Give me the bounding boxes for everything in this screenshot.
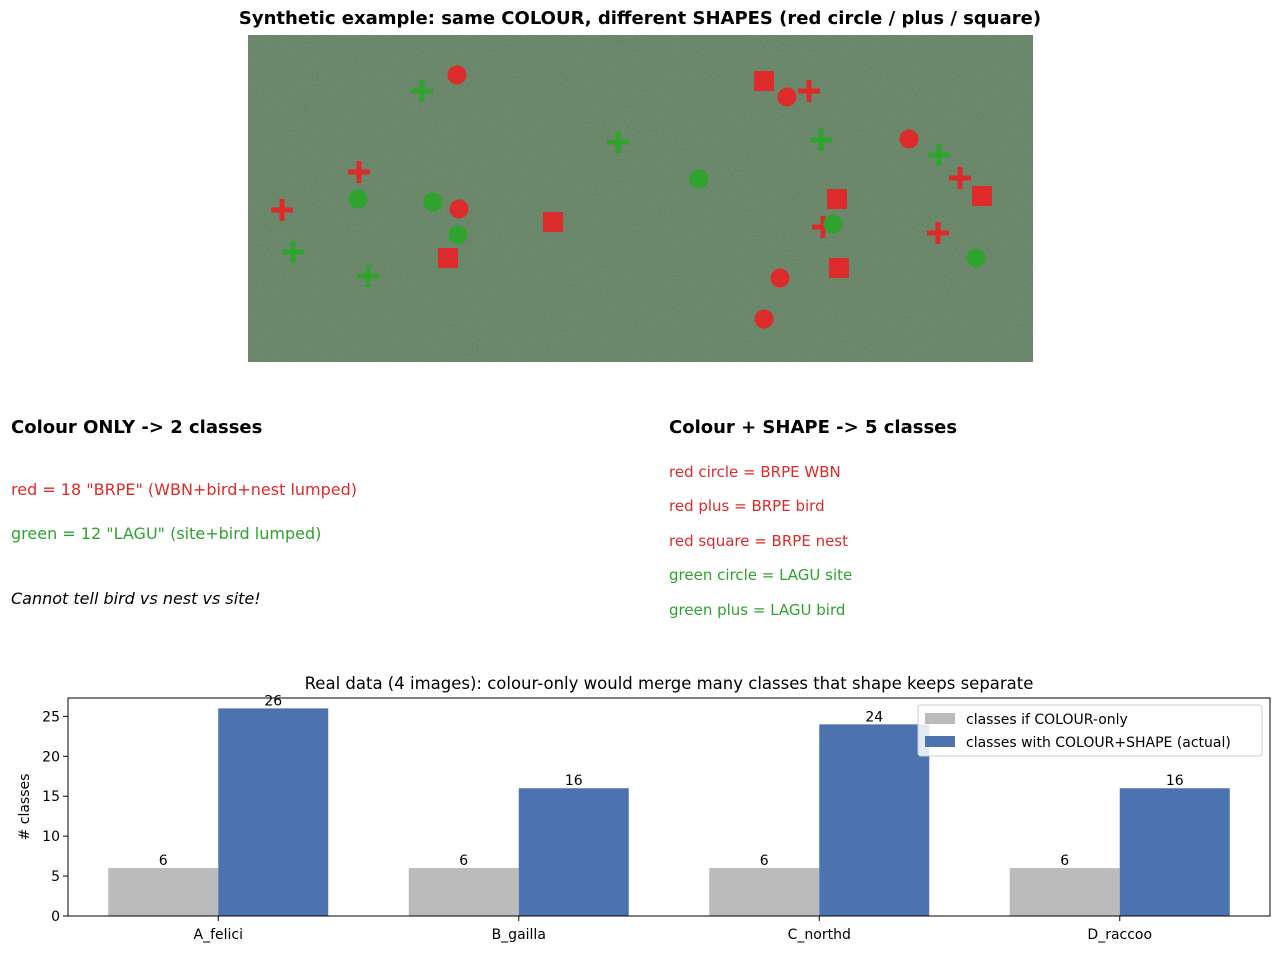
- red-circle-marker: [447, 65, 467, 85]
- y-tick-label: 20: [42, 749, 60, 765]
- bar-A_felici-colour-only: [108, 868, 219, 916]
- x-tick-label: C_northd: [788, 927, 851, 943]
- y-tick-label: 5: [51, 869, 60, 885]
- colour-only-note: Cannot tell bird vs nest vs site!: [11, 589, 261, 608]
- green-circle-marker: [423, 192, 443, 212]
- legend-entry: classes if COLOUR-only: [966, 712, 1128, 728]
- bar-value-label: 26: [264, 693, 282, 709]
- red-plus-marker: [798, 80, 820, 102]
- green-circle-marker: [348, 189, 368, 209]
- red-plus-marker: [348, 161, 370, 183]
- red-circle-marker: [449, 199, 469, 219]
- legend-swatch: [925, 736, 955, 747]
- bar-value-label: 24: [865, 709, 883, 725]
- red-plus-marker: [949, 167, 971, 189]
- red-square-marker: [438, 248, 458, 268]
- colour-only-green-line: green = 12 "LAGU" (site+bird lumped): [11, 524, 322, 543]
- red-square-marker: [754, 71, 774, 91]
- legend-swatch: [925, 713, 955, 724]
- legend-red-square: red square = BRPE nest: [669, 532, 848, 550]
- green-circle-marker: [689, 169, 709, 189]
- red-plus-marker: [271, 199, 293, 221]
- scene-background: [248, 35, 1033, 362]
- bar-value-label: 6: [760, 853, 769, 869]
- bar-D_raccoo-colour-only: [1009, 868, 1120, 916]
- legend-green-circle: green circle = LAGU site: [669, 566, 853, 584]
- chart-title: Real data (4 images): colour-only would …: [305, 674, 1034, 693]
- y-axis-label: # classes: [17, 774, 33, 841]
- x-tick-label: D_raccoo: [1087, 927, 1152, 943]
- bar-C_northd-colour-shape: [819, 724, 930, 916]
- bar-D_raccoo-colour-shape: [1119, 788, 1230, 916]
- green-plus-marker: [411, 80, 433, 102]
- green-circle-marker: [448, 225, 468, 245]
- scene-title: Synthetic example: same COLOUR, differen…: [238, 8, 1042, 29]
- bar-A_felici-colour-shape: [218, 708, 329, 916]
- class-count-bar-chart: Real data (4 images): colour-only would …: [17, 674, 1271, 943]
- bar-value-label: 6: [159, 853, 168, 869]
- bar-value-label: 6: [459, 853, 468, 869]
- y-tick-label: 0: [51, 909, 60, 925]
- red-square-marker: [972, 186, 992, 206]
- colour-only-red-line: red = 18 "BRPE" (WBN+bird+nest lumped): [11, 480, 358, 499]
- green-plus-marker: [928, 144, 950, 166]
- bar-C_northd-colour-only: [709, 868, 820, 916]
- red-circle-marker: [899, 129, 919, 149]
- bar-B_gailla-colour-only: [408, 868, 519, 916]
- red-circle-marker: [754, 309, 774, 329]
- bar-value-label: 6: [1060, 853, 1069, 869]
- green-plus-marker: [282, 241, 304, 263]
- red-circle-marker: [777, 87, 797, 107]
- green-plus-marker: [357, 265, 379, 287]
- red-plus-marker: [927, 222, 949, 244]
- chart-legend: classes if COLOUR-only classes with COLOU…: [917, 704, 1263, 757]
- red-square-marker: [827, 189, 847, 209]
- green-plus-marker: [607, 131, 629, 153]
- legend-green-plus: green plus = LAGU bird: [669, 601, 846, 619]
- colour-only-heading: Colour ONLY -> 2 classes: [11, 417, 263, 438]
- green-plus-marker: [810, 129, 832, 151]
- x-tick-label: A_felici: [194, 927, 244, 943]
- legend-entry: classes with COLOUR+SHAPE (actual): [966, 735, 1231, 751]
- synthetic-scene: [248, 35, 1033, 362]
- green-circle-marker: [823, 214, 843, 234]
- legend-red-circle: red circle = BRPE WBN: [669, 463, 841, 481]
- bar-value-label: 16: [1166, 773, 1184, 789]
- x-tick-label: B_gailla: [492, 927, 546, 943]
- bar-B_gailla-colour-shape: [518, 788, 629, 916]
- green-circle-marker: [966, 248, 986, 268]
- legend-red-plus: red plus = BRPE bird: [669, 497, 825, 515]
- colour-shape-heading: Colour + SHAPE -> 5 classes: [669, 417, 958, 438]
- y-tick-label: 25: [42, 709, 60, 725]
- red-square-marker: [829, 258, 849, 278]
- y-tick-label: 10: [42, 829, 60, 845]
- red-square-marker: [543, 212, 563, 232]
- plot-frame: [67, 697, 1271, 917]
- red-circle-marker: [770, 268, 790, 288]
- bar-value-label: 16: [565, 773, 583, 789]
- y-tick-label: 15: [42, 789, 60, 805]
